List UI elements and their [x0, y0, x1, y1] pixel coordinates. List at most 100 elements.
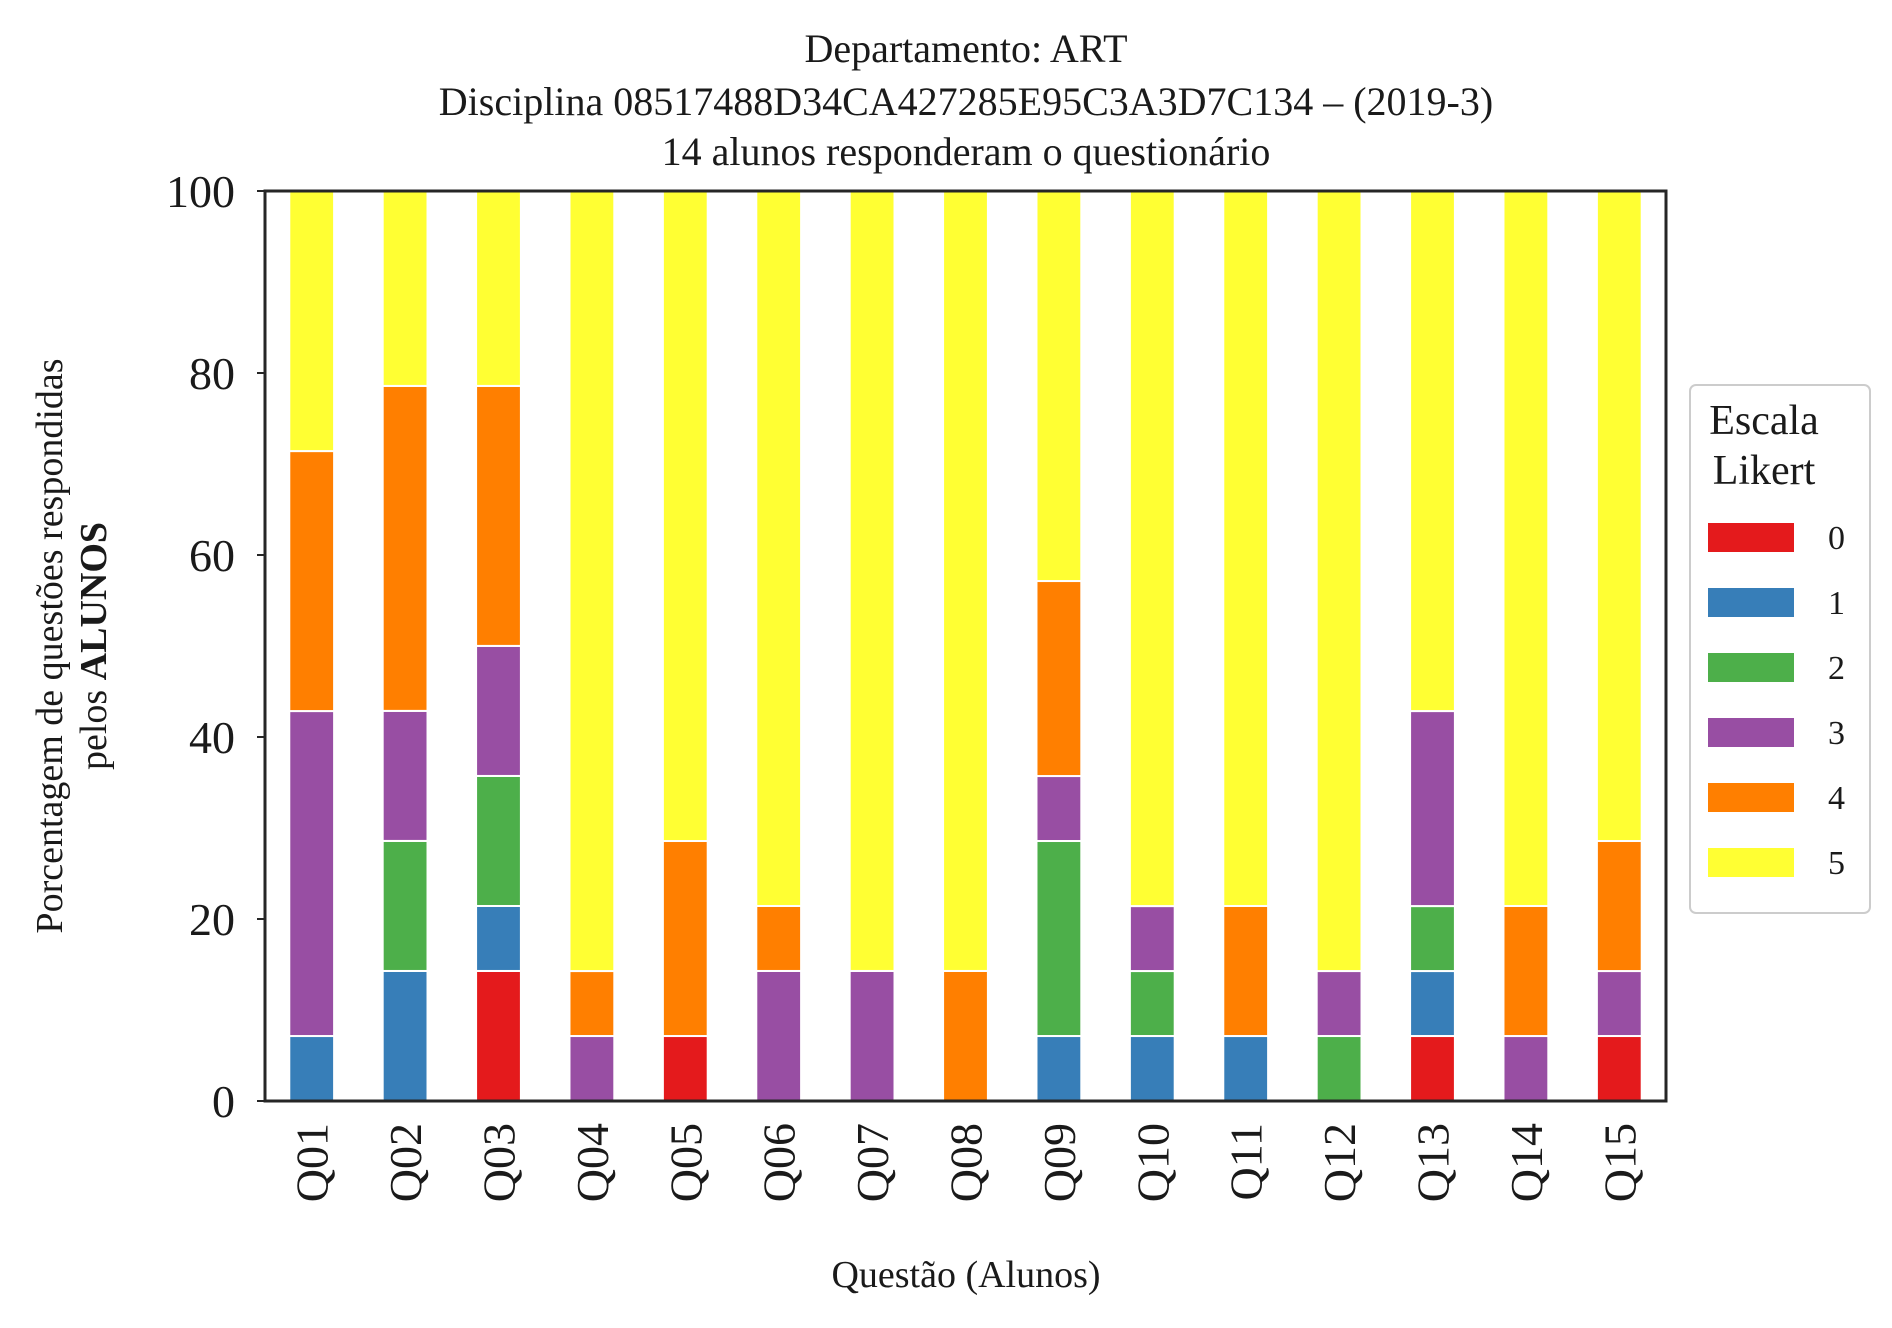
y-tick-label: 80	[189, 348, 235, 399]
bar-q09-likert-2	[1035, 840, 1083, 1038]
bar-q12-likert-3	[1315, 970, 1363, 1038]
plot-frame	[263, 189, 1668, 1103]
legend-label-1: 1	[1828, 585, 1845, 622]
bar-q13-likert-0	[1409, 1035, 1456, 1103]
bar-q05-likert-4	[661, 840, 709, 1038]
chart-subtitle: Disciplina 08517488D34CA427285E95C3A3D7C…	[439, 79, 1493, 124]
y-axis-label-line1: Porcentagem de questões respondidas	[29, 358, 71, 933]
bar-q02-likert-1	[381, 969, 429, 1103]
y-axis-label-prefix: pelos	[73, 680, 115, 770]
legend-label-3: 3	[1828, 715, 1845, 752]
chart-title: Departamento: ART	[804, 26, 1127, 71]
bar-q13-likert-1	[1409, 970, 1456, 1038]
bar-q14-likert-3	[1502, 1035, 1550, 1103]
bar-q09-likert-1	[1035, 1035, 1083, 1103]
x-tick-label-q13: Q13	[1408, 1123, 1459, 1202]
x-tick-label-q11: Q11	[1221, 1123, 1272, 1201]
legend-swatch-5	[1708, 848, 1794, 877]
legend-label-2: 2	[1828, 650, 1845, 687]
x-tick-label-q03: Q03	[474, 1123, 525, 1202]
legend-swatch-4	[1708, 783, 1794, 812]
bar-q11-likert-4	[1222, 904, 1270, 1038]
y-axis-label-line2: pelos ALUNOS	[73, 522, 115, 770]
x-tick-label-q14: Q14	[1501, 1123, 1552, 1202]
legend-swatch-3	[1708, 718, 1794, 747]
legend-swatch-1	[1708, 588, 1794, 617]
legend-swatch-0	[1708, 523, 1794, 552]
legend-label-4: 4	[1828, 780, 1845, 817]
y-axis-label-bold: ALUNOS	[73, 522, 115, 680]
bar-q03-likert-1	[475, 904, 522, 972]
bar-q03-likert-4	[475, 384, 522, 647]
y-tick-labels: 0 20 40 60 80 100	[166, 166, 265, 1127]
bar-q14-likert-5	[1502, 190, 1550, 907]
bar-q13-likert-2	[1409, 905, 1456, 973]
bar-q12-likert-5	[1315, 190, 1363, 973]
x-tick-labels: Q01 Q02 Q03 Q04 Q05 Q06 Q07 Q08 Q09 Q10 Q11 Q12 Q13 Q…	[287, 1123, 1646, 1202]
y-tick-label: 100	[166, 166, 235, 217]
bar-q15-likert-0	[1595, 1035, 1643, 1103]
bar-q08-likert-5	[942, 190, 989, 972]
x-tick-label-q15: Q15	[1594, 1123, 1645, 1202]
y-tick-label: 0	[212, 1076, 235, 1127]
bar-q01-likert-3	[288, 710, 336, 1038]
bar-q09-likert-4	[1035, 580, 1083, 778]
x-tick-label-q09: Q09	[1034, 1123, 1085, 1202]
y-tick-label: 20	[189, 894, 235, 945]
legend-swatch-2	[1708, 653, 1794, 682]
x-tick-label-q07: Q07	[847, 1123, 898, 1202]
bar-q13-likert-5	[1409, 190, 1456, 713]
bar-q06-likert-3	[755, 969, 803, 1103]
bar-q01-likert-4	[288, 450, 336, 713]
legend: Escala Likert 0 1 2 3 4 5	[1689, 384, 1871, 914]
bar-q11-likert-5	[1222, 190, 1270, 907]
legend-label-5: 5	[1828, 845, 1845, 882]
bar-q02-likert-4	[381, 384, 429, 712]
bar-q14-likert-4	[1502, 904, 1550, 1038]
bar-q15-likert-5	[1595, 190, 1643, 843]
bar-q08-likert-4	[942, 969, 989, 1103]
x-tick-label-q05: Q05	[660, 1123, 711, 1202]
bars-group	[288, 189, 1643, 1103]
legend-entries: 0 1 2 3 4 5	[1708, 520, 1845, 882]
x-tick-label-q10: Q10	[1127, 1123, 1178, 1202]
bar-q02-likert-3	[381, 709, 429, 842]
bar-q05-likert-5	[661, 190, 709, 843]
bar-q15-likert-4	[1595, 840, 1643, 973]
bar-q06-likert-5	[755, 190, 803, 907]
legend-title-line2: Likert	[1713, 448, 1816, 494]
bar-q03-likert-5	[475, 189, 522, 387]
y-axis-label: Porcentagem de questões respondidas pelo…	[29, 358, 115, 933]
bar-q11-likert-1	[1222, 1035, 1270, 1103]
bar-q15-likert-3	[1595, 970, 1643, 1038]
y-tick-label: 40	[189, 712, 235, 763]
legend-label-0: 0	[1828, 520, 1845, 557]
bar-q10-likert-3	[1128, 905, 1176, 973]
y-tick-label: 60	[189, 530, 235, 581]
bar-q03-likert-3	[475, 644, 522, 777]
bar-q13-likert-3	[1409, 710, 1456, 908]
bar-q01-likert-5	[288, 190, 336, 453]
bar-q03-likert-0	[475, 969, 522, 1103]
bar-q07-likert-5	[848, 190, 896, 972]
bar-q03-likert-2	[475, 774, 522, 907]
x-tick-label-q02: Q02	[380, 1123, 431, 1202]
bar-q09-likert-5	[1035, 190, 1083, 583]
bar-q04-likert-4	[568, 970, 616, 1038]
x-tick-label-q06: Q06	[754, 1123, 805, 1202]
bar-q07-likert-3	[848, 969, 896, 1103]
bar-q12-likert-2	[1315, 1035, 1363, 1103]
bar-q04-likert-5	[568, 190, 616, 973]
bar-q05-likert-0	[661, 1035, 709, 1103]
bar-q02-likert-5	[381, 189, 429, 387]
x-tick-label-q08: Q08	[941, 1123, 992, 1202]
bar-q10-likert-5	[1128, 190, 1176, 908]
bar-q10-likert-2	[1128, 970, 1176, 1038]
bar-q04-likert-3	[568, 1035, 616, 1103]
bar-q10-likert-1	[1128, 1035, 1176, 1103]
bar-q02-likert-2	[381, 839, 429, 972]
bar-q01-likert-1	[288, 1035, 336, 1103]
x-tick-label-q12: Q12	[1314, 1123, 1365, 1202]
chart-subtitle-2: 14 alunos responderam o questionário	[662, 129, 1271, 174]
